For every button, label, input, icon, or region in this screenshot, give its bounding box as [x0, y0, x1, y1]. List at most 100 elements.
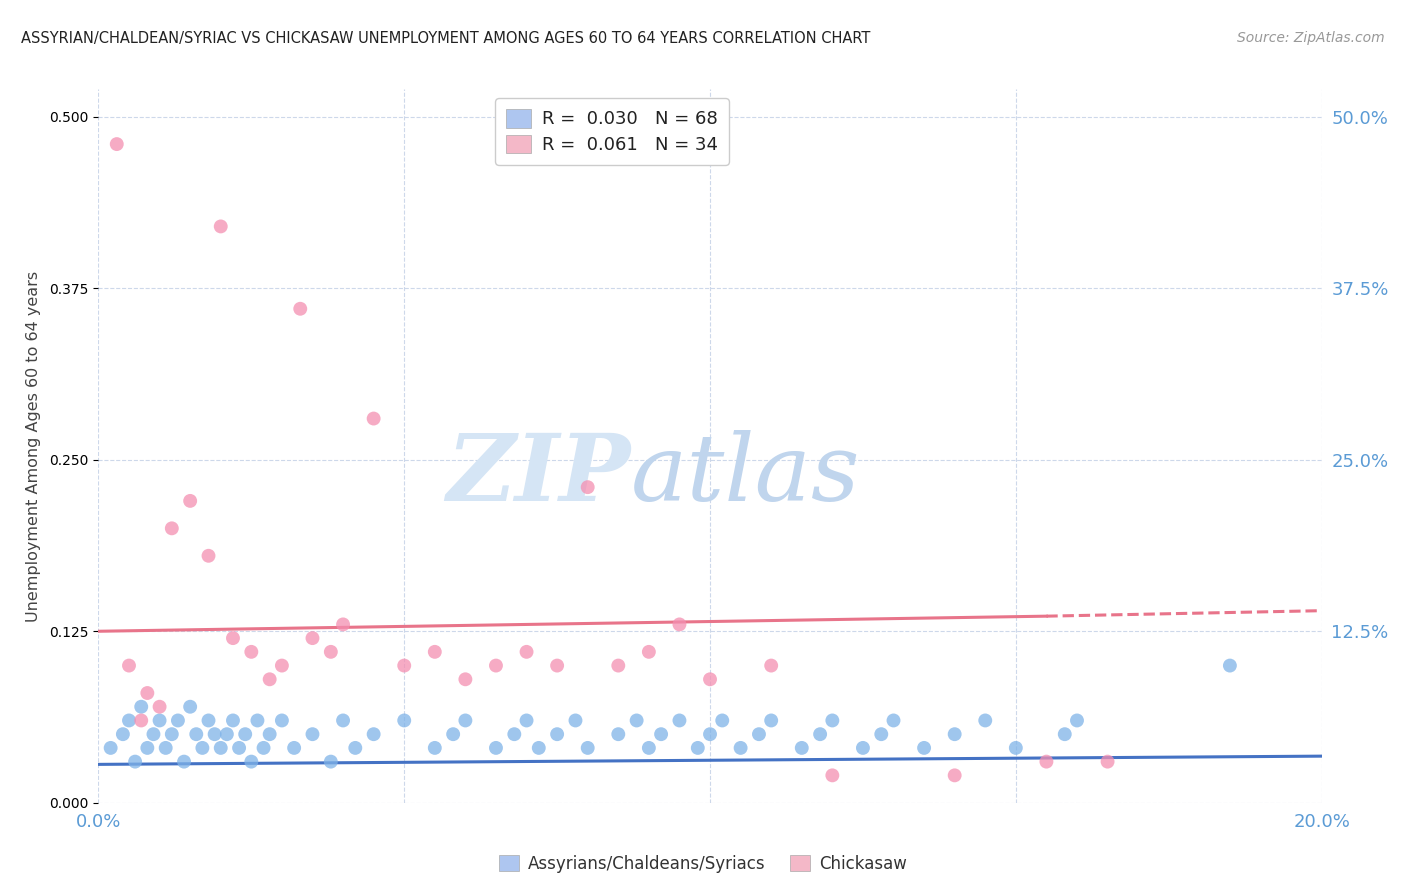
- Point: [943, 727, 966, 741]
- Point: [246, 714, 269, 728]
- Point: [1035, 755, 1057, 769]
- Point: [730, 740, 752, 755]
- Point: [142, 727, 165, 741]
- Point: [167, 714, 190, 728]
- Point: [1219, 658, 1241, 673]
- Point: [790, 740, 813, 755]
- Point: [759, 658, 782, 673]
- Point: [191, 740, 214, 755]
- Point: [423, 740, 446, 755]
- Point: [527, 740, 550, 755]
- Point: [1066, 714, 1088, 728]
- Point: [546, 727, 568, 741]
- Point: [270, 714, 292, 728]
- Text: ASSYRIAN/CHALDEAN/SYRIAC VS CHICKASAW UNEMPLOYMENT AMONG AGES 60 TO 64 YEARS COR: ASSYRIAN/CHALDEAN/SYRIAC VS CHICKASAW UN…: [21, 31, 870, 46]
- Point: [136, 740, 159, 755]
- Point: [759, 714, 782, 728]
- Point: [699, 727, 721, 741]
- Point: [626, 714, 648, 728]
- Point: [650, 727, 672, 741]
- Point: [259, 673, 281, 687]
- Point: [222, 631, 245, 645]
- Point: [129, 699, 152, 714]
- Point: [160, 727, 183, 741]
- Point: [209, 219, 232, 234]
- Point: [149, 714, 172, 728]
- Point: [883, 714, 905, 728]
- Text: atlas: atlas: [630, 430, 860, 519]
- Point: [576, 740, 599, 755]
- Point: [503, 727, 526, 741]
- Point: [332, 617, 354, 632]
- Point: [454, 714, 477, 728]
- Point: [485, 740, 508, 755]
- Point: [441, 727, 464, 741]
- Point: [423, 645, 446, 659]
- Point: [943, 768, 966, 782]
- Point: [363, 411, 385, 425]
- Point: [821, 714, 844, 728]
- Point: [821, 768, 844, 782]
- Point: [111, 727, 134, 741]
- Point: [100, 740, 122, 755]
- Point: [160, 521, 183, 535]
- Point: [392, 658, 416, 673]
- Point: [155, 740, 177, 755]
- Point: [301, 727, 323, 741]
- Point: [149, 699, 172, 714]
- Point: [118, 658, 141, 673]
- Point: [252, 740, 274, 755]
- Point: [344, 740, 367, 755]
- Point: [668, 714, 690, 728]
- Point: [197, 714, 219, 728]
- Point: [270, 658, 292, 673]
- Point: [197, 549, 219, 563]
- Point: [607, 727, 630, 741]
- Text: Source: ZipAtlas.com: Source: ZipAtlas.com: [1237, 31, 1385, 45]
- Point: [283, 740, 305, 755]
- Point: [1097, 755, 1119, 769]
- Y-axis label: Unemployment Among Ages 60 to 64 years: Unemployment Among Ages 60 to 64 years: [25, 270, 41, 622]
- Legend: Assyrians/Chaldeans/Syriacs, Chickasaw: Assyrians/Chaldeans/Syriacs, Chickasaw: [492, 848, 914, 880]
- Point: [852, 740, 875, 755]
- Point: [233, 727, 256, 741]
- Point: [974, 714, 997, 728]
- Point: [240, 645, 263, 659]
- Point: [136, 686, 159, 700]
- Point: [118, 714, 141, 728]
- Point: [173, 755, 195, 769]
- Point: [637, 740, 661, 755]
- Point: [1053, 727, 1076, 741]
- Point: [204, 727, 226, 741]
- Point: [637, 645, 661, 659]
- Point: [454, 673, 477, 687]
- Point: [516, 645, 538, 659]
- Point: [319, 645, 342, 659]
- Point: [870, 727, 893, 741]
- Point: [228, 740, 250, 755]
- Legend: R =  0.030   N = 68, R =  0.061   N = 34: R = 0.030 N = 68, R = 0.061 N = 34: [495, 98, 730, 165]
- Point: [516, 714, 538, 728]
- Point: [564, 714, 586, 728]
- Point: [607, 658, 630, 673]
- Point: [912, 740, 935, 755]
- Point: [699, 673, 721, 687]
- Point: [209, 740, 232, 755]
- Point: [686, 740, 709, 755]
- Point: [546, 658, 568, 673]
- Point: [576, 480, 599, 494]
- Point: [363, 727, 385, 741]
- Point: [179, 494, 201, 508]
- Point: [332, 714, 354, 728]
- Point: [186, 727, 208, 741]
- Point: [222, 714, 245, 728]
- Point: [301, 631, 323, 645]
- Point: [1004, 740, 1026, 755]
- Point: [748, 727, 770, 741]
- Point: [485, 658, 508, 673]
- Point: [711, 714, 734, 728]
- Point: [668, 617, 690, 632]
- Point: [124, 755, 146, 769]
- Point: [808, 727, 831, 741]
- Point: [392, 714, 416, 728]
